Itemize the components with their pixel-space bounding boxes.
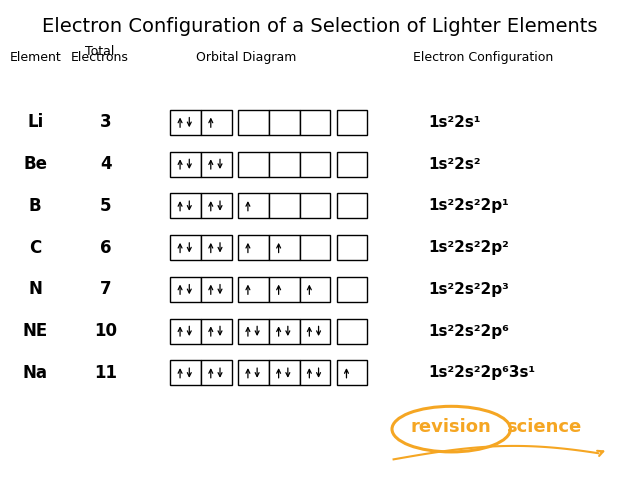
Bar: [269, 360, 300, 385]
Text: 1s²2s²2p⁶: 1s²2s²2p⁶: [429, 324, 509, 339]
Text: Element: Element: [10, 51, 61, 64]
Text: 1s²2s²: 1s²2s²: [429, 156, 481, 172]
Text: 1s²2s²2p³: 1s²2s²2p³: [429, 282, 509, 297]
Text: 7: 7: [100, 280, 111, 299]
Bar: [201, 235, 232, 260]
Bar: [300, 110, 330, 135]
Bar: [337, 360, 367, 385]
Bar: [238, 193, 269, 218]
Bar: [269, 235, 300, 260]
Bar: [300, 193, 330, 218]
Bar: [201, 360, 232, 385]
Text: 1s²2s²2p⁶3s¹: 1s²2s²2p⁶3s¹: [429, 365, 536, 381]
Text: Be: Be: [23, 155, 47, 173]
Bar: [269, 110, 300, 135]
Text: 1s²2s²2p¹: 1s²2s²2p¹: [429, 198, 509, 214]
Bar: [238, 110, 269, 135]
Text: Electrons: Electrons: [70, 51, 128, 64]
Bar: [170, 360, 201, 385]
Bar: [170, 235, 201, 260]
Bar: [300, 235, 330, 260]
Text: Total: Total: [84, 45, 114, 58]
Text: Electron Configuration of a Selection of Lighter Elements: Electron Configuration of a Selection of…: [42, 17, 598, 36]
Text: 10: 10: [94, 322, 117, 340]
Text: Orbital Diagram: Orbital Diagram: [196, 51, 296, 64]
Bar: [238, 319, 269, 344]
Bar: [337, 235, 367, 260]
Text: B: B: [29, 197, 42, 215]
Bar: [238, 235, 269, 260]
Bar: [238, 360, 269, 385]
Text: 4: 4: [100, 155, 111, 173]
Text: 3: 3: [100, 113, 111, 132]
Bar: [201, 110, 232, 135]
Bar: [170, 193, 201, 218]
Bar: [170, 152, 201, 177]
Text: 1s²2s¹: 1s²2s¹: [429, 115, 481, 130]
Text: C: C: [29, 239, 42, 257]
Text: Li: Li: [27, 113, 44, 132]
Text: Electron Configuration: Electron Configuration: [413, 51, 554, 64]
Bar: [337, 152, 367, 177]
Bar: [269, 193, 300, 218]
Bar: [170, 277, 201, 302]
Bar: [300, 360, 330, 385]
Bar: [269, 277, 300, 302]
Text: science: science: [506, 418, 582, 436]
Bar: [238, 277, 269, 302]
Bar: [170, 319, 201, 344]
Bar: [201, 193, 232, 218]
Text: Na: Na: [22, 364, 48, 382]
Bar: [337, 319, 367, 344]
Text: 5: 5: [100, 197, 111, 215]
Bar: [201, 319, 232, 344]
Bar: [300, 152, 330, 177]
Text: NE: NE: [22, 322, 48, 340]
Bar: [300, 277, 330, 302]
Bar: [269, 319, 300, 344]
Bar: [337, 277, 367, 302]
Text: 11: 11: [94, 364, 117, 382]
Text: 1s²2s²2p²: 1s²2s²2p²: [429, 240, 509, 255]
Text: N: N: [28, 280, 42, 299]
Bar: [337, 110, 367, 135]
Bar: [337, 193, 367, 218]
Bar: [201, 152, 232, 177]
Bar: [238, 152, 269, 177]
Text: 6: 6: [100, 239, 111, 257]
Bar: [300, 319, 330, 344]
Bar: [269, 152, 300, 177]
Bar: [201, 277, 232, 302]
Text: revision: revision: [411, 418, 492, 436]
Bar: [170, 110, 201, 135]
